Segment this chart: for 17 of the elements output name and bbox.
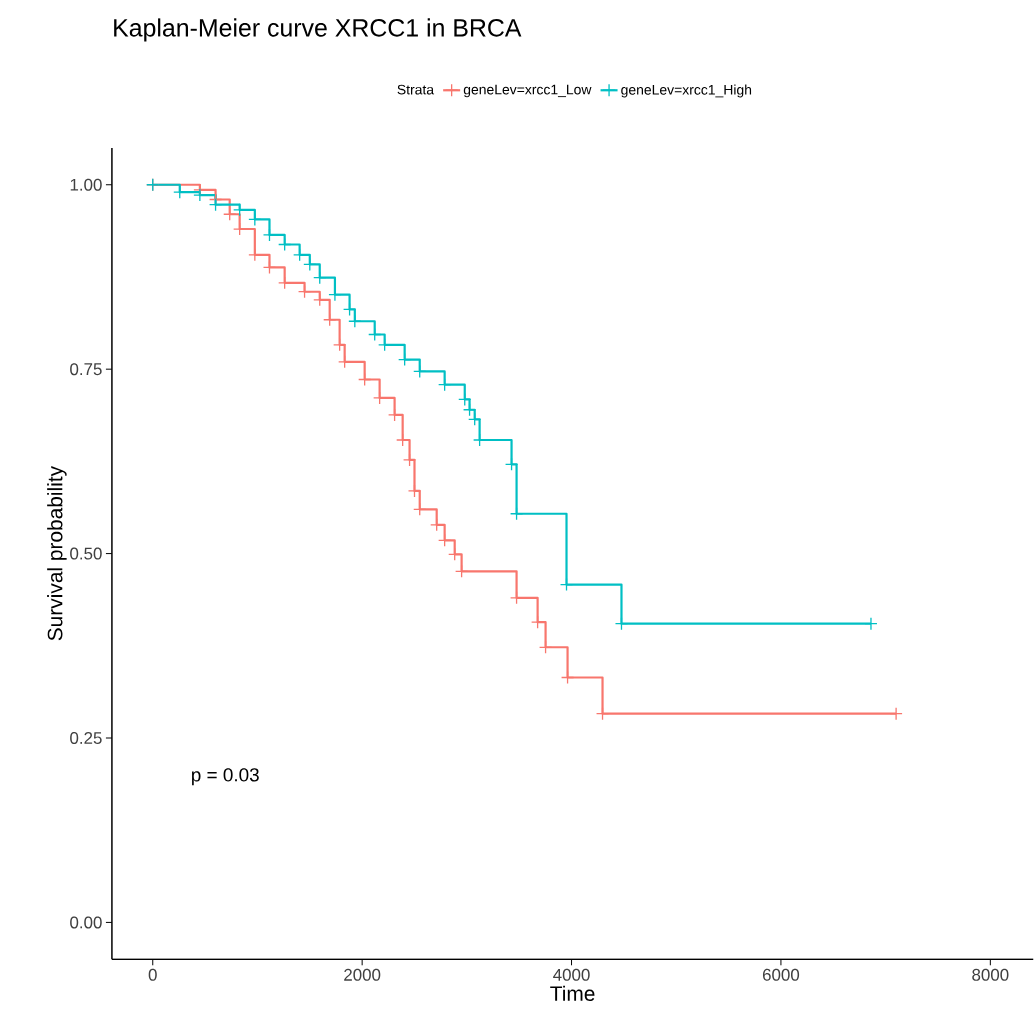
y-axis-title: Survival probability <box>47 465 67 641</box>
legend-label: geneLev=xrcc1_High <box>621 84 752 98</box>
x-tick-label: 6000 <box>762 968 800 981</box>
x-tick-label: 8000 <box>972 968 1009 981</box>
y-tick-label: 0.50 <box>70 547 102 560</box>
y-tick-label: 0.25 <box>70 731 102 744</box>
x-tick-label: 0 <box>148 968 157 981</box>
x-tick-label: 2000 <box>344 968 381 981</box>
legend-label: geneLev=xrcc1_Low <box>463 84 592 98</box>
annotation: p = 0.03 <box>192 768 259 786</box>
x-tick-label: 4000 <box>553 968 590 981</box>
chart-title: Kaplan-Meier curve XRCC1 in BRCA <box>114 18 522 42</box>
y-tick-label: 0.00 <box>70 916 102 929</box>
y-tick-label: 0.75 <box>70 363 102 376</box>
y-tick-label: 1.00 <box>70 178 102 191</box>
x-axis-title: Time <box>550 985 595 1001</box>
legend-title: Strata <box>397 84 435 95</box>
